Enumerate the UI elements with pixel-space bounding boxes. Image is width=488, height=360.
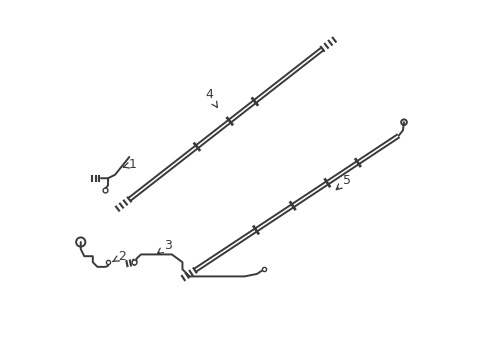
Text: 5: 5: [336, 174, 350, 190]
Text: 2: 2: [113, 250, 126, 263]
Text: 4: 4: [204, 89, 217, 107]
Text: 3: 3: [157, 239, 172, 254]
Text: 1: 1: [123, 158, 137, 171]
